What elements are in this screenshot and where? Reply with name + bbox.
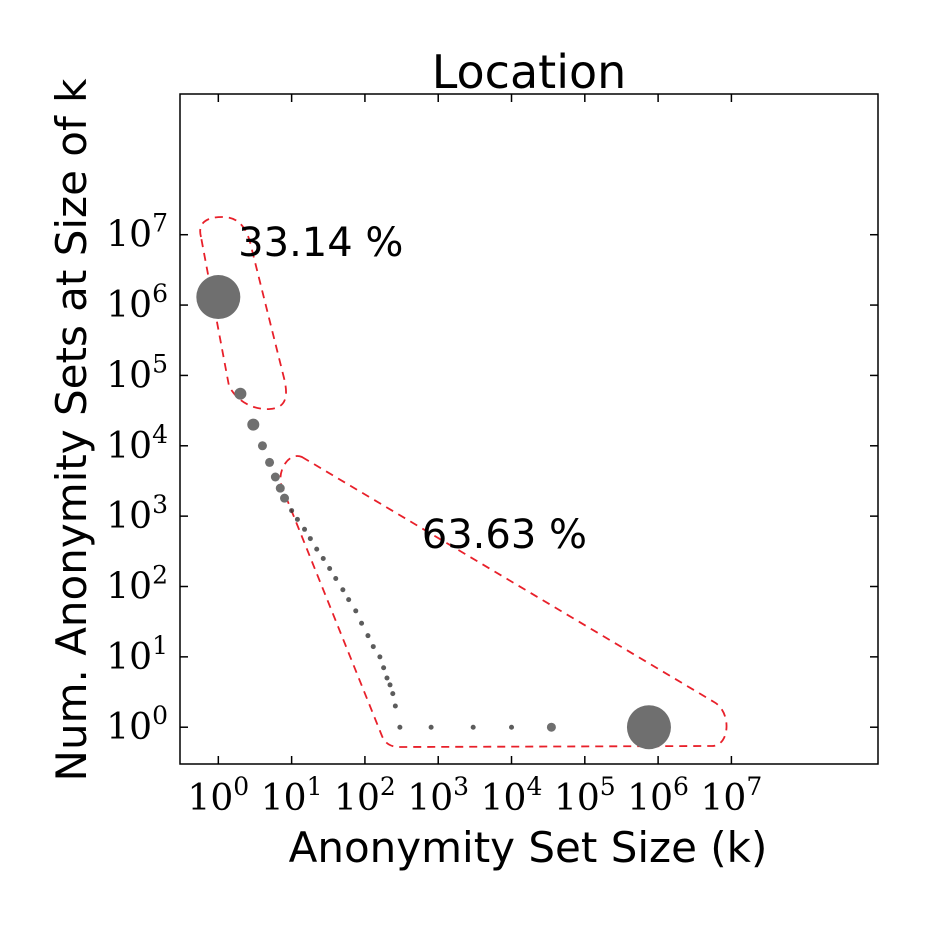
scatter-point — [327, 566, 333, 572]
scatter-point — [470, 724, 476, 730]
x-tick-label: 101 — [261, 772, 323, 819]
highlight-region-large-sets — [279, 455, 728, 748]
scatter-point — [384, 675, 390, 681]
plot-frame — [179, 93, 879, 765]
scatter-point — [509, 724, 515, 730]
x-axis-label: Anonymity Set Size (k) — [289, 823, 768, 872]
scatter-point — [280, 493, 290, 503]
highlight-region-small-sets — [199, 216, 287, 410]
scatter-point — [257, 441, 267, 451]
scatter-point — [381, 665, 387, 671]
scatter-point — [353, 608, 359, 614]
y-tick-label: 101 — [106, 631, 168, 678]
scatter-point — [626, 705, 671, 750]
y-tick-label: 103 — [106, 490, 168, 537]
scatter-point — [333, 575, 339, 581]
scatter-point — [234, 387, 247, 400]
x-tick-label: 107 — [701, 772, 763, 819]
percentage-annotation: 63.63 % — [422, 512, 587, 558]
scatter-point — [247, 418, 260, 431]
scatter-point — [275, 483, 285, 493]
scatter-point — [289, 508, 295, 514]
scatter-point — [392, 703, 398, 709]
scatter-point — [390, 691, 396, 697]
y-tick-label: 107 — [106, 209, 168, 256]
y-tick-label: 104 — [106, 420, 168, 467]
scatter-point — [397, 724, 403, 730]
y-tick-label: 102 — [106, 560, 168, 607]
y-tick-label: 100 — [106, 701, 168, 748]
scatter-point — [196, 275, 241, 320]
scatter-point — [294, 516, 300, 522]
scatter-point — [346, 597, 352, 603]
y-tick-label: 106 — [106, 279, 168, 326]
scatter-point — [377, 654, 383, 660]
x-tick-label: 100 — [187, 772, 249, 819]
x-tick-label: 105 — [554, 772, 616, 819]
scatter-point — [302, 526, 308, 532]
scatter-point — [365, 633, 371, 639]
x-tick-label: 104 — [481, 772, 543, 819]
scatter-point — [314, 546, 320, 552]
scatter-point — [320, 556, 326, 562]
scatter-point — [307, 536, 313, 542]
scatter-point — [359, 620, 365, 626]
scatter-point — [428, 724, 434, 730]
scatter-point — [265, 457, 275, 467]
scatter-point — [370, 644, 376, 650]
scatter-point — [270, 472, 280, 482]
y-tick-label: 105 — [106, 349, 168, 396]
scatter-point — [387, 682, 393, 688]
chart-annotations: 33.14 % 63.63 % — [238, 220, 587, 558]
y-axis-label: Num. Anonymity Sets at Size of k — [47, 78, 96, 782]
x-tick-label: 102 — [334, 772, 396, 819]
percentage-annotation: 33.14 % — [238, 220, 403, 266]
scatter-point — [546, 722, 556, 732]
highlight-regions — [199, 216, 728, 748]
axis-ticks: 100 101 102 103 104 105 106 1071001011021031041… — [106, 94, 878, 819]
x-tick-label: 103 — [407, 772, 469, 819]
chart-title: Location — [432, 45, 627, 99]
x-tick-label: 106 — [627, 772, 689, 819]
scatter-points — [196, 275, 671, 750]
scatter-point — [340, 587, 346, 593]
